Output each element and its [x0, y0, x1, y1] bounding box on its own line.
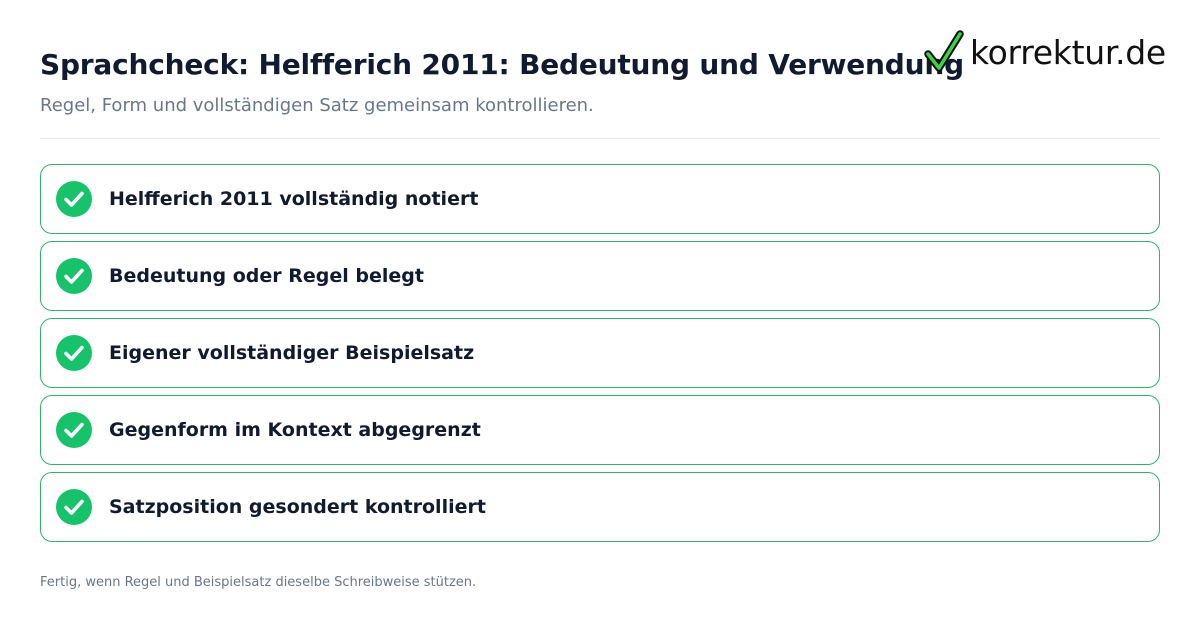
header-divider	[40, 138, 1160, 139]
check-circle-icon	[56, 489, 92, 525]
checklist-item-label: Eigener vollständiger Beispielsatz	[109, 342, 475, 364]
page-title: Sprachcheck: Helfferich 2011: Bedeutung …	[40, 48, 964, 81]
checklist-item-label: Helfferich 2011 vollständig notiert	[109, 188, 479, 210]
checklist-item-label: Gegenform im Kontext abgegrenzt	[109, 419, 481, 441]
page-subtitle: Regel, Form und vollständigen Satz gemei…	[40, 95, 594, 116]
logo-text: korrektur.de	[970, 32, 1166, 72]
checklist: Helfferich 2011 vollständig notiert Bede…	[40, 164, 1160, 549]
checklist-item: Eigener vollständiger Beispielsatz	[40, 318, 1160, 388]
checklist-item-label: Satzposition gesondert kontrolliert	[109, 496, 486, 518]
check-circle-icon	[56, 335, 92, 371]
checklist-item: Gegenform im Kontext abgegrenzt	[40, 395, 1160, 465]
checkmark-logo-icon	[924, 30, 964, 72]
checklist-item: Bedeutung oder Regel belegt	[40, 241, 1160, 311]
check-circle-icon	[56, 412, 92, 448]
footer-note: Fertig, wenn Regel und Beispielsatz dies…	[40, 575, 477, 590]
brand-logo: korrektur.de	[924, 28, 1166, 76]
checklist-item: Helfferich 2011 vollständig notiert	[40, 164, 1160, 234]
check-circle-icon	[56, 181, 92, 217]
checklist-item: Satzposition gesondert kontrolliert	[40, 472, 1160, 542]
check-circle-icon	[56, 258, 92, 294]
checklist-item-label: Bedeutung oder Regel belegt	[109, 265, 424, 287]
